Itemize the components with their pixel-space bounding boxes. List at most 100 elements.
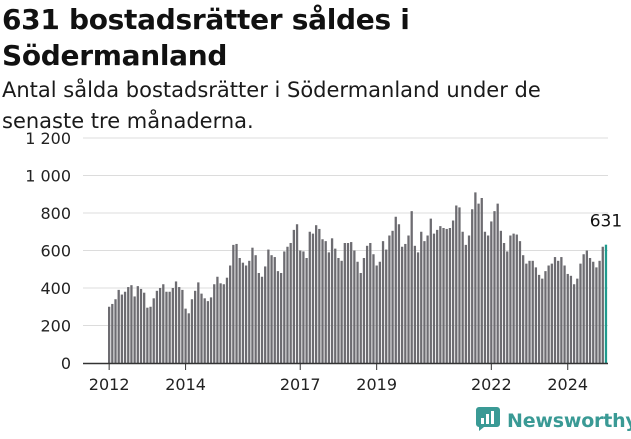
bar: [385, 249, 388, 363]
bar: [136, 286, 139, 364]
bar: [152, 298, 155, 363]
bar: [143, 292, 146, 363]
bar: [324, 241, 327, 364]
bar-highlight: [604, 244, 608, 363]
bar: [566, 273, 569, 363]
bar: [213, 284, 216, 363]
bar: [394, 216, 397, 363]
bar: [397, 224, 401, 363]
bar: [525, 263, 528, 364]
bar: [416, 252, 420, 364]
bar: [388, 235, 391, 363]
bar: [445, 228, 448, 363]
bar: [139, 288, 143, 363]
bar: [369, 243, 372, 363]
bar: [279, 273, 283, 363]
chart-bubble-icon: [475, 406, 501, 436]
bar: [238, 258, 241, 363]
bar: [225, 277, 229, 363]
bar: [203, 298, 206, 363]
bar: [579, 263, 582, 364]
bar: [346, 243, 350, 363]
bar: [541, 278, 544, 364]
bar: [108, 306, 111, 363]
bar: [595, 267, 598, 364]
bar: [149, 306, 152, 363]
bar: [350, 242, 353, 363]
bar: [544, 271, 547, 364]
chart-subtitle: Antal sålda bostadsrätter i Södermanland…: [2, 78, 541, 133]
bar: [264, 266, 267, 363]
bar: [289, 243, 292, 363]
bar: [531, 260, 534, 363]
bar: [477, 203, 480, 364]
bar: [381, 241, 385, 364]
bar: [372, 254, 375, 363]
bar: [572, 284, 576, 363]
bar: [493, 211, 496, 364]
bar: [133, 296, 136, 363]
bar: [158, 288, 162, 363]
bar: [502, 243, 506, 363]
bar: [423, 241, 426, 364]
bar: [270, 255, 273, 363]
y-tick-label: 200: [40, 317, 71, 336]
bar: [222, 284, 225, 363]
y-tick-label: 400: [40, 279, 71, 298]
newsworthy-logo: Newsworthy: [475, 406, 631, 436]
bar: [241, 262, 245, 363]
bar: [340, 260, 343, 363]
y-tick-label: 1 200: [25, 129, 71, 148]
bar: [467, 235, 471, 363]
bar: [200, 293, 203, 364]
bar: [442, 228, 445, 363]
bar: [127, 287, 130, 363]
bar: [391, 230, 394, 363]
bar: [330, 238, 334, 363]
bar: [327, 252, 331, 364]
bar: [404, 243, 407, 363]
bar: [229, 265, 232, 363]
bar: [187, 313, 190, 363]
bar: [244, 265, 248, 363]
bar: [120, 294, 124, 363]
bar: [216, 276, 219, 363]
bar: [356, 261, 359, 363]
bar: [537, 274, 541, 364]
x-tick-label: 2014: [165, 375, 206, 394]
bar: [550, 263, 553, 364]
bar: [178, 287, 181, 363]
bar: [343, 243, 346, 363]
bar: [522, 255, 525, 363]
bar: [563, 265, 566, 363]
bar: [439, 226, 442, 364]
bar: [509, 235, 512, 363]
bar: [334, 248, 337, 364]
bar: [117, 289, 120, 364]
bar: [413, 245, 417, 363]
bar: [420, 231, 423, 363]
bar: [407, 235, 410, 363]
bar: [601, 246, 604, 363]
bar: [283, 251, 286, 363]
bar: [378, 261, 381, 363]
bar: [311, 233, 315, 364]
bar: [308, 231, 311, 363]
y-tick-label: 600: [40, 242, 71, 261]
bar: [585, 250, 588, 363]
bar: [499, 230, 503, 363]
bar: [123, 291, 127, 363]
bar: [598, 260, 601, 363]
bar: [436, 229, 439, 364]
bar: [569, 275, 573, 363]
bar: [171, 288, 174, 363]
bar: [455, 205, 458, 363]
bar: [267, 249, 270, 363]
bar: [365, 245, 369, 363]
x-tick-label: 2019: [356, 375, 397, 394]
bars: [108, 192, 608, 364]
bar: [448, 228, 452, 363]
bar: [181, 289, 184, 364]
bar: [474, 192, 477, 364]
y-tick-label: 800: [40, 204, 71, 223]
